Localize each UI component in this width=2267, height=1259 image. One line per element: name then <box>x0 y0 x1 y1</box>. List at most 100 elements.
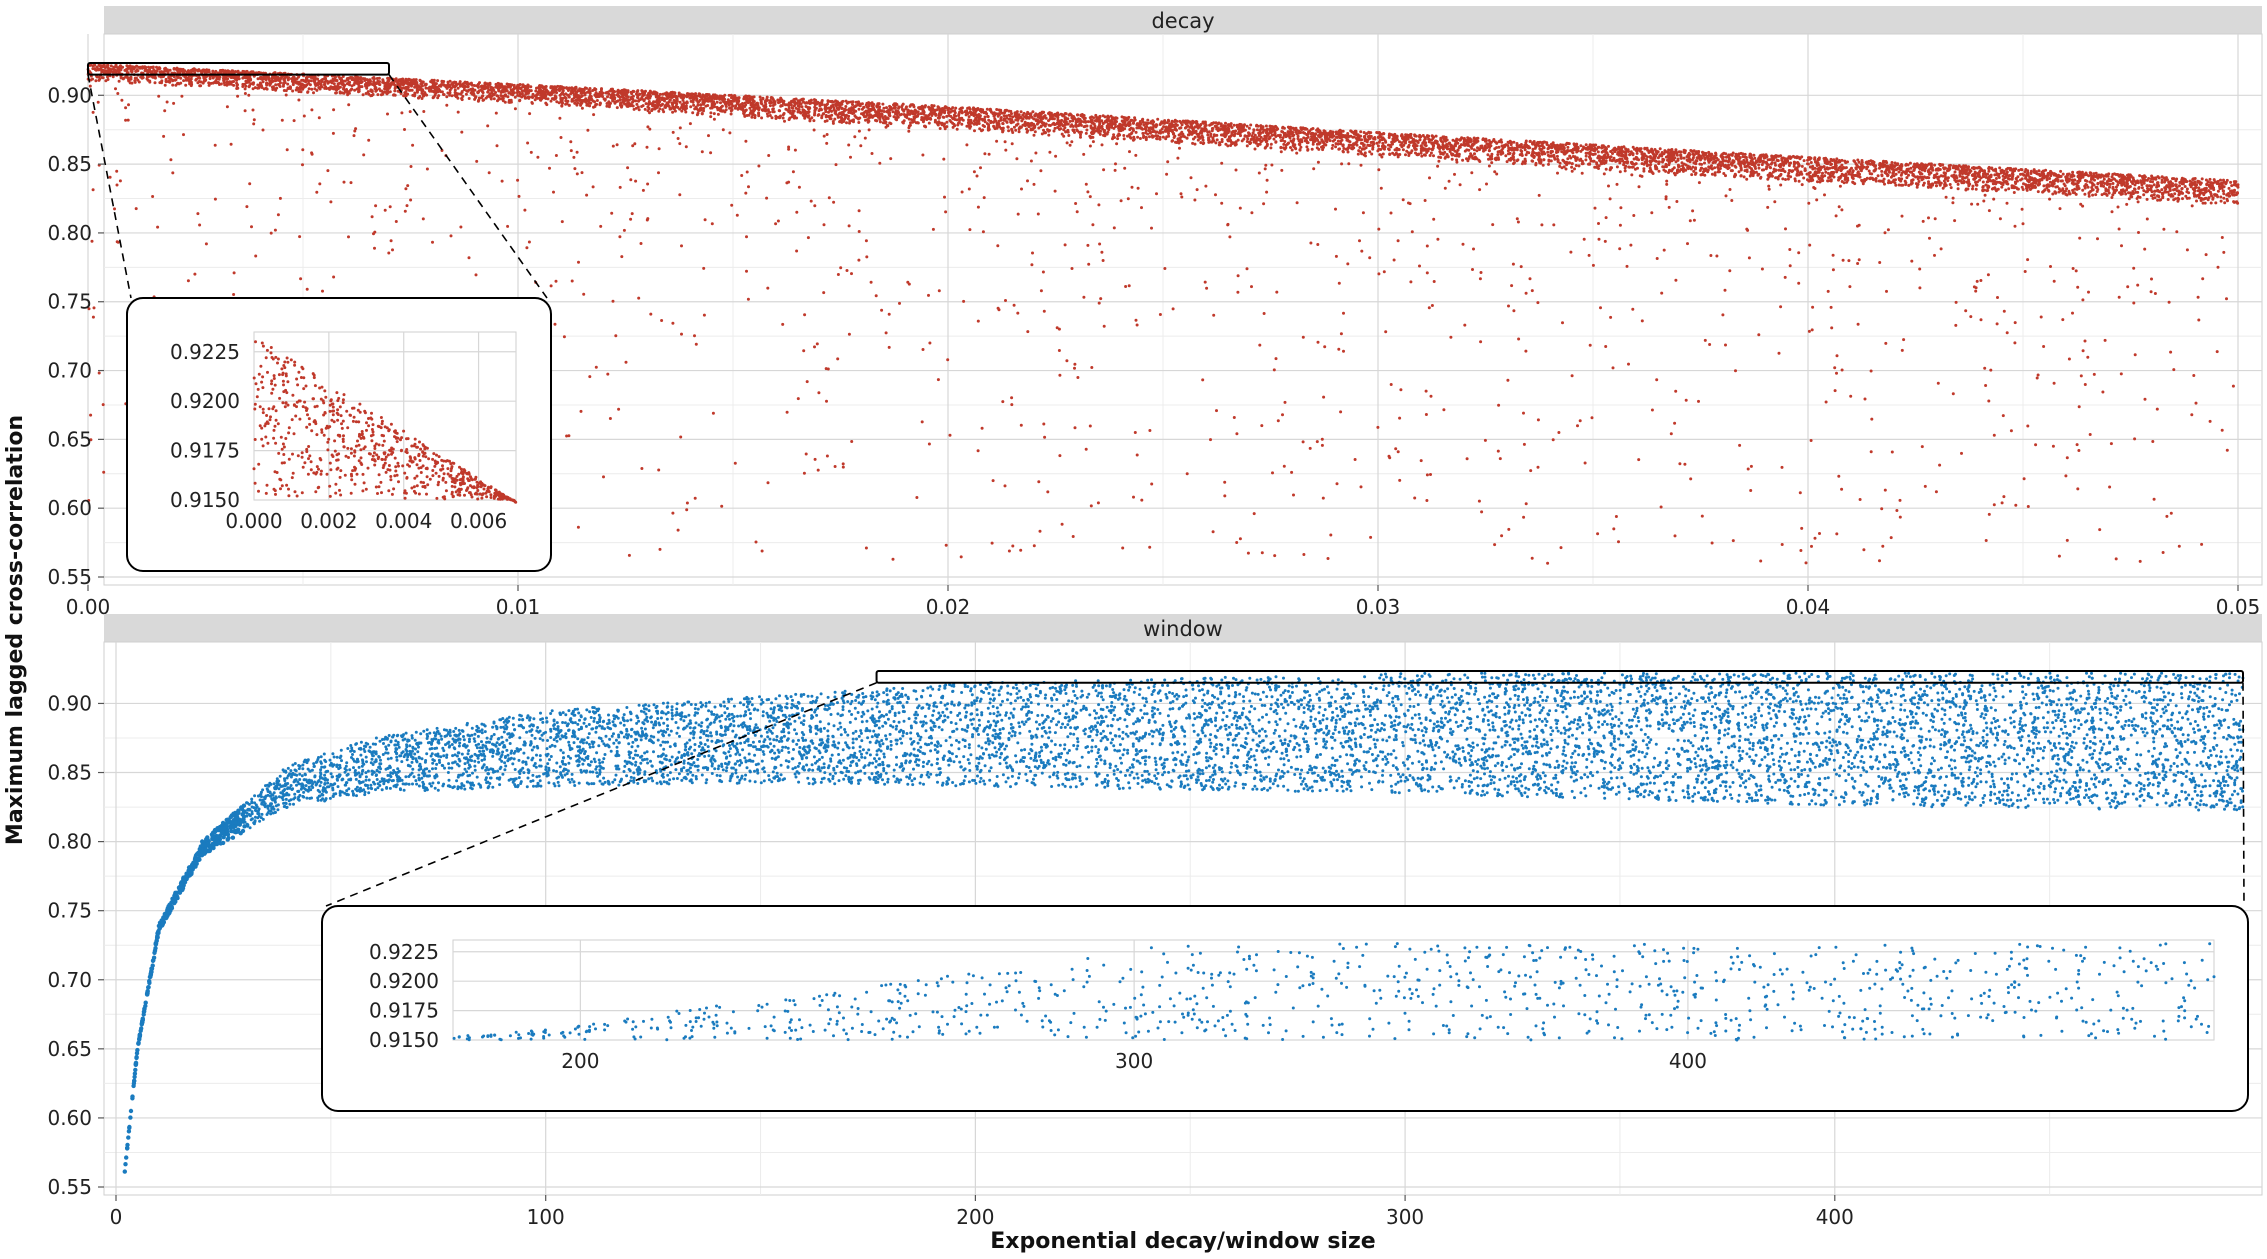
data-point <box>125 64 129 68</box>
data-point <box>747 185 750 189</box>
data-point <box>1274 140 1278 144</box>
data-point <box>162 134 166 138</box>
data-point <box>332 275 336 279</box>
data-point <box>1044 116 1048 120</box>
data-point <box>1010 396 1014 400</box>
data-point <box>1743 152 1747 156</box>
data-point <box>315 88 319 92</box>
data-point <box>2064 474 2068 478</box>
data-point <box>816 468 820 472</box>
data-point <box>605 104 609 108</box>
data-point <box>2194 401 2198 405</box>
data-point <box>905 105 908 109</box>
data-point <box>640 467 644 470</box>
data-point <box>996 114 1000 118</box>
data-point <box>1604 216 1608 220</box>
data-point <box>1673 534 1677 538</box>
data-point <box>363 79 367 82</box>
data-point <box>830 109 833 113</box>
data-point <box>631 94 635 98</box>
data-point <box>1956 187 1960 191</box>
data-point <box>1003 484 1007 488</box>
data-point <box>302 114 306 118</box>
data-point <box>1974 286 1978 290</box>
data-point <box>1807 201 1811 205</box>
data-point <box>301 163 304 167</box>
data-point <box>1823 193 1826 197</box>
data-point <box>1423 199 1427 202</box>
data-point <box>1052 129 1056 133</box>
data-point <box>995 126 999 130</box>
data-point <box>1389 383 1393 386</box>
data-point <box>1895 509 1899 512</box>
data-point <box>1150 482 1154 486</box>
data-point <box>1948 183 1952 186</box>
data-point <box>1923 484 1927 488</box>
data-point <box>495 144 499 148</box>
data-point <box>1708 343 1712 346</box>
data-point <box>850 440 854 443</box>
data-point <box>1020 187 1023 191</box>
data-point <box>1299 145 1303 149</box>
data-point <box>1347 162 1351 166</box>
data-point <box>291 83 295 87</box>
data-point <box>2087 194 2091 198</box>
data-point <box>1625 264 1629 268</box>
data-point <box>891 110 895 114</box>
data-point <box>569 140 573 144</box>
data-point <box>841 465 845 469</box>
data-point <box>1316 160 1320 164</box>
data-point <box>1334 207 1337 211</box>
data-point <box>1079 113 1083 117</box>
data-point <box>1522 515 1526 519</box>
data-point <box>229 142 233 146</box>
data-point <box>1990 187 1994 191</box>
data-point <box>1201 378 1205 382</box>
data-point <box>1996 187 2000 191</box>
data-point <box>1604 345 1608 348</box>
data-point <box>1942 179 1946 183</box>
data-point <box>1082 152 1086 156</box>
data-point <box>494 111 498 115</box>
data-point <box>1831 268 1835 272</box>
data-point <box>1032 544 1036 548</box>
data-point <box>102 470 106 474</box>
data-point <box>2108 182 2112 186</box>
data-point <box>211 69 215 73</box>
data-point <box>1275 290 1279 294</box>
data-point <box>1041 270 1045 274</box>
data-point <box>1934 490 1938 494</box>
data-point <box>2190 413 2194 417</box>
data-point <box>2214 201 2218 205</box>
data-point <box>140 76 144 80</box>
data-point <box>1965 175 1969 179</box>
data-point <box>813 457 817 461</box>
data-point <box>225 105 229 109</box>
data-point <box>795 210 799 214</box>
data-point <box>2149 290 2153 294</box>
data-point <box>996 244 1000 248</box>
data-point <box>796 110 800 114</box>
data-point <box>685 508 689 512</box>
data-point <box>1509 143 1513 147</box>
data-point <box>1310 147 1314 151</box>
data-point <box>1506 378 1510 382</box>
data-point <box>1837 474 1841 478</box>
data-point <box>1640 162 1644 166</box>
data-point <box>2108 185 2111 189</box>
data-point <box>2026 424 2030 428</box>
data-point <box>1025 130 1029 134</box>
data-point <box>2101 390 2105 394</box>
data-point <box>1528 139 1532 143</box>
data-point <box>101 76 105 80</box>
data-point <box>2104 174 2108 178</box>
data-point <box>575 150 579 154</box>
data-point <box>944 210 948 214</box>
data-point <box>2116 183 2120 187</box>
data-point <box>808 119 812 123</box>
data-point <box>1724 343 1727 347</box>
data-point <box>1993 173 1997 177</box>
data-point <box>252 122 256 126</box>
data-point <box>2181 197 2184 201</box>
data-point <box>1512 309 1516 313</box>
